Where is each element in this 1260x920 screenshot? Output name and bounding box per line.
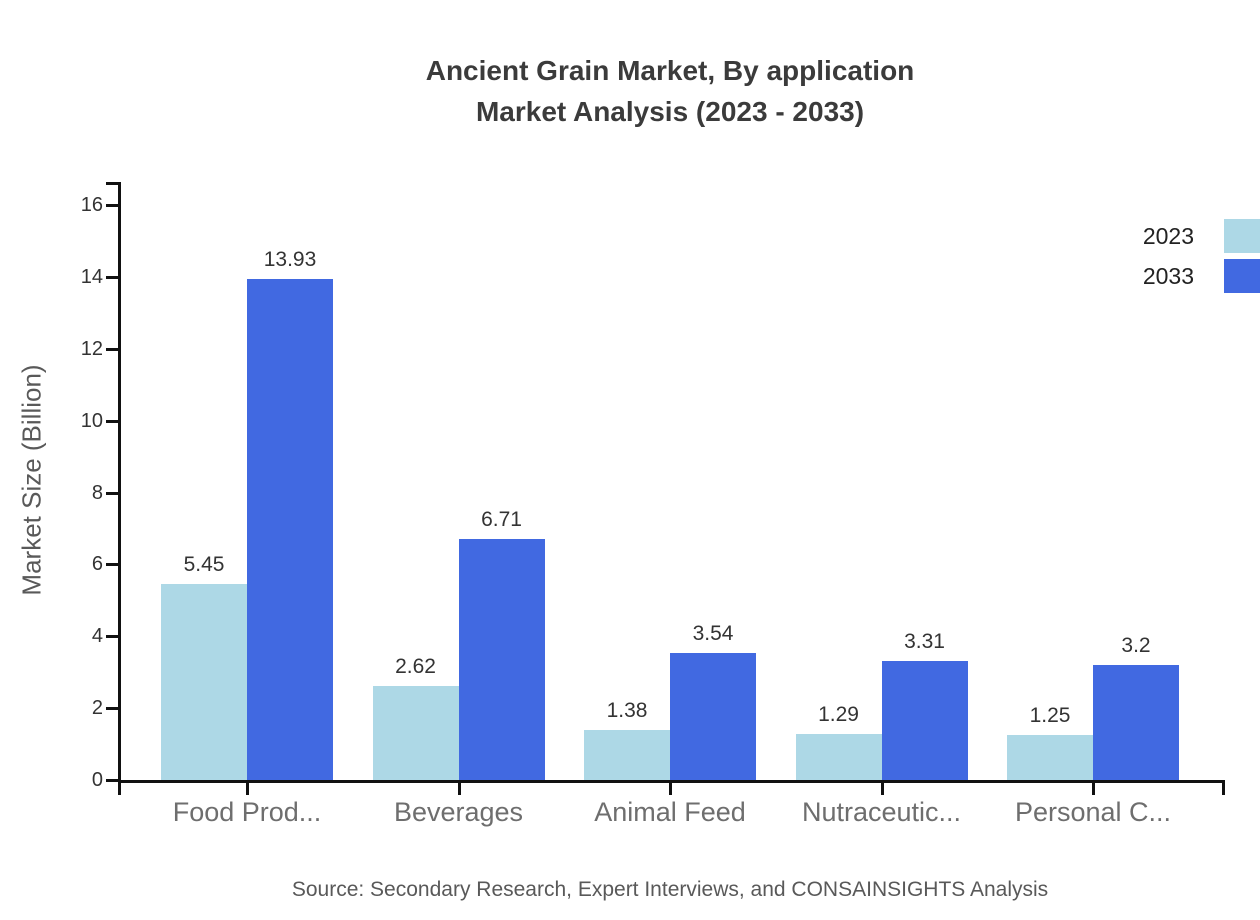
bar-2033 — [670, 652, 756, 780]
x-tick — [457, 783, 461, 795]
bar-2023 — [372, 685, 459, 780]
y-tick — [106, 347, 118, 351]
legend-swatch-2033 — [1224, 259, 1260, 293]
category-label: Beverages — [393, 797, 524, 827]
value-label-2033: 6.71 — [481, 507, 522, 531]
value-label-2023: 1.25 — [1029, 704, 1071, 728]
category-label: Personal C... — [1014, 797, 1172, 827]
chart-title-line1: Ancient Grain Market, By application — [425, 55, 915, 86]
y-axis — [118, 182, 121, 795]
value-label-2023: 5.45 — [183, 553, 225, 577]
y-tick-label: 16 — [80, 194, 103, 216]
category-label: Animal Feed — [594, 797, 746, 827]
chart-title-line2: Market Analysis (2023 - 2033) — [475, 96, 865, 127]
y-tick-label: 10 — [80, 409, 103, 432]
x-tick — [669, 783, 672, 795]
y-tick — [106, 563, 118, 567]
y-tick-label: 0 — [91, 769, 103, 791]
value-label-2023: 1.29 — [818, 702, 859, 726]
y-tick — [106, 419, 118, 423]
value-label-2033: 3.31 — [904, 630, 945, 654]
value-label-2033: 3.2 — [1121, 634, 1151, 657]
legend-label-2033: 2033 — [1142, 262, 1194, 289]
value-label-2033: 13.93 — [263, 248, 317, 272]
bar-2033 — [881, 661, 968, 780]
value-label-2023: 1.38 — [606, 699, 648, 723]
y-tick-label: 12 — [80, 337, 103, 360]
y-tick-label: 8 — [91, 481, 103, 504]
y-tick-label: 14 — [80, 265, 103, 288]
bar-2023 — [161, 584, 247, 780]
bar-2033 — [458, 538, 545, 780]
x-tick — [246, 783, 249, 795]
y-tick — [106, 635, 118, 639]
bar-2023 — [795, 733, 882, 780]
bar-2023 — [1007, 735, 1093, 780]
bar-2033 — [247, 279, 333, 780]
source-note: Source: Secondary Research, Expert Inter… — [291, 878, 1049, 901]
legend-label-2023: 2023 — [1142, 222, 1194, 249]
value-label-2033: 3.54 — [692, 621, 734, 645]
y-tick — [106, 275, 118, 279]
value-label-2023: 2.62 — [395, 654, 436, 678]
legend-swatch-2023 — [1224, 219, 1260, 253]
legend-item-2023: 2023 — [1040, 218, 1260, 254]
y-axis-title: Market Size (Billion) — [16, 364, 47, 596]
y-tick — [106, 491, 118, 495]
chart-title: Ancient Grain Market, By application Mar… — [170, 50, 1170, 132]
bar-2033 — [1093, 665, 1179, 780]
x-tick — [880, 783, 884, 795]
bar-2023 — [584, 730, 670, 780]
legend-item-2033: 2033 — [1040, 258, 1260, 294]
y-tick-label: 4 — [91, 625, 103, 648]
x-tick — [1092, 783, 1095, 795]
x-axis — [118, 780, 1225, 783]
y-tick-label: 6 — [91, 553, 103, 576]
category-label: Nutraceutic... — [801, 797, 962, 827]
y-tick — [106, 707, 118, 711]
y-axis-top-cap — [106, 182, 118, 185]
y-tick-label: 2 — [91, 697, 103, 720]
y-tick — [106, 779, 118, 782]
x-axis-end-cap — [1222, 783, 1225, 795]
y-tick — [106, 204, 118, 207]
category-label: Food Prod... — [172, 797, 322, 827]
